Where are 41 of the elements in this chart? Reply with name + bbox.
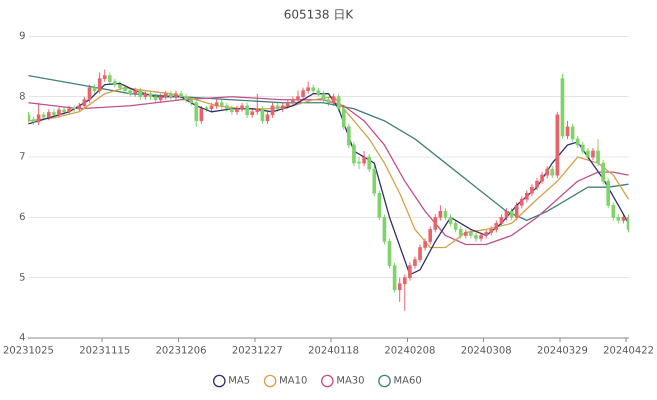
candlestick <box>464 228 468 239</box>
x-tick-label: 20231115 <box>79 346 130 357</box>
y-tick-label: 4 <box>19 332 26 344</box>
legend-label: MA10 <box>279 376 308 387</box>
candlestick <box>276 102 280 112</box>
candlestick <box>362 150 366 167</box>
candlestick <box>245 102 249 118</box>
candlestick <box>622 214 626 224</box>
candlestick <box>36 102 40 126</box>
y-tick-label: 5 <box>19 272 26 284</box>
candlestick <box>46 108 51 121</box>
candlestick <box>566 120 570 140</box>
legend-label: MA60 <box>394 376 422 387</box>
x-tick-label: 20240118 <box>308 346 360 357</box>
candlestick <box>550 166 554 179</box>
y-tick-label: 7 <box>19 152 26 163</box>
candlestick <box>169 90 173 100</box>
candlestick <box>510 208 514 221</box>
y-tick-label: 8 <box>19 91 26 102</box>
x-tick-label: 20231206 <box>156 346 206 357</box>
candlestick <box>332 93 336 106</box>
candlestick <box>591 147 595 161</box>
candlestick <box>92 84 96 94</box>
legend-label: MA30 <box>336 376 365 387</box>
y-tick-label: 9 <box>19 30 26 42</box>
chart-title: 605138 日K <box>284 7 354 22</box>
candlestick <box>57 106 61 118</box>
x-tick-label: 20231227 <box>232 346 283 357</box>
x-tick-label: 20240422 <box>603 346 654 357</box>
candlestick <box>138 87 142 100</box>
y-tick-label: 6 <box>19 212 26 223</box>
x-tick-label: 20231025 <box>2 346 54 357</box>
candlestick <box>144 90 148 100</box>
candlestick <box>200 105 204 124</box>
x-tick-label: 20240208 <box>384 346 436 357</box>
candlestick <box>67 105 71 116</box>
candlestick <box>260 105 264 124</box>
candlestick <box>174 90 178 100</box>
x-tick-label: 20240329 <box>536 346 588 357</box>
x-tick-label: 20240308 <box>460 346 512 357</box>
legend-label: MA5 <box>228 376 250 387</box>
